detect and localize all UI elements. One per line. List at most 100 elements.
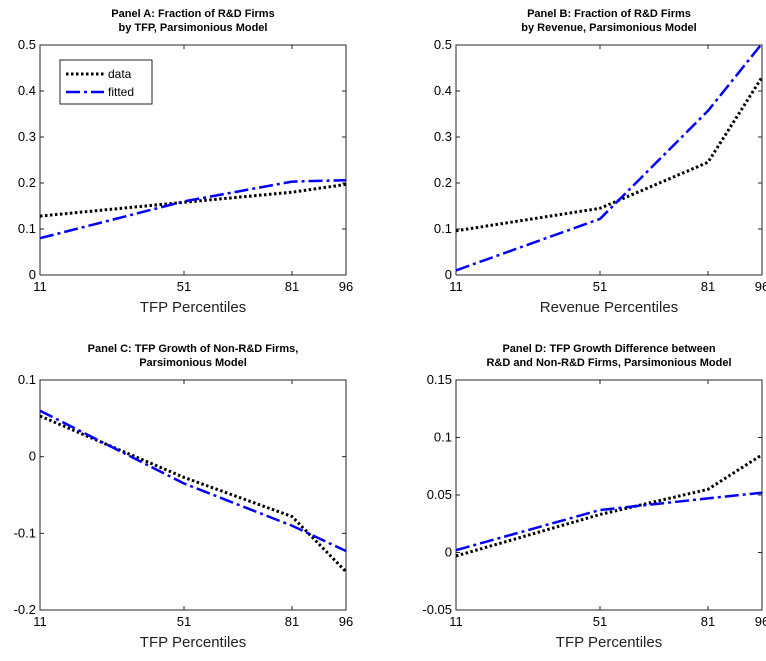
panel-title-line: Panel A: Fraction of R&D Firms bbox=[111, 8, 274, 20]
data-point-data bbox=[762, 454, 763, 455]
y-tick-label: 0.3 bbox=[18, 129, 36, 144]
data-point-fitted bbox=[762, 492, 763, 493]
y-tick-label: 0.15 bbox=[427, 372, 452, 387]
x-tick-label: 51 bbox=[177, 279, 191, 294]
x-tick-label: 51 bbox=[177, 614, 191, 629]
panel-title-line: Parsimonious Model bbox=[139, 357, 247, 369]
data-point-data bbox=[184, 477, 185, 478]
data-point-data bbox=[292, 192, 293, 193]
x-axis-label: TFP Percentiles bbox=[140, 634, 246, 651]
series-line-fitted bbox=[455, 42, 763, 272]
panel-title-line: by TFP, Parsimonious Model bbox=[119, 22, 268, 34]
x-tick-label: 11 bbox=[33, 279, 47, 294]
x-axis-label: TFP Percentiles bbox=[556, 634, 662, 651]
data-point-fitted bbox=[184, 483, 185, 484]
data-point-data bbox=[456, 555, 457, 556]
data-point-fitted bbox=[456, 270, 457, 271]
data-point-fitted bbox=[184, 201, 185, 202]
x-tick-label: 96 bbox=[339, 279, 353, 294]
x-tick-label: 96 bbox=[755, 614, 766, 629]
data-point-data bbox=[600, 208, 601, 209]
data-point-fitted bbox=[292, 181, 293, 182]
y-tick-label: 0.05 bbox=[427, 487, 452, 502]
panel-title-line: Panel B: Fraction of R&D Firms bbox=[527, 8, 691, 20]
data-point-fitted bbox=[762, 43, 763, 44]
data-point-fitted bbox=[600, 509, 601, 510]
x-axis-label: Revenue Percentiles bbox=[540, 299, 678, 316]
axes-box bbox=[455, 379, 763, 611]
x-tick-label: 81 bbox=[285, 279, 299, 294]
data-point-fitted bbox=[40, 410, 41, 411]
panel-title-line: Panel C: TFP Growth of Non-R&D Firms, bbox=[88, 343, 299, 355]
panel-a: Panel A: Fraction of R&D Firms by TFP, Pa… bbox=[18, 8, 353, 316]
x-axis-label: TFP Percentiles bbox=[140, 299, 246, 316]
series-line-fitted bbox=[39, 409, 347, 553]
series-line-fitted bbox=[455, 491, 763, 552]
axes-box bbox=[39, 44, 347, 276]
y-tick-label: -0.1 bbox=[14, 525, 36, 540]
data-point-fitted bbox=[346, 180, 347, 181]
x-tick-label: 11 bbox=[33, 614, 47, 629]
y-tick-label: 0.4 bbox=[18, 83, 36, 98]
panel-title-line: Panel D: TFP Growth Difference between bbox=[502, 343, 715, 355]
series-line-data bbox=[455, 453, 763, 558]
x-tick-label: 51 bbox=[593, 279, 607, 294]
data-point-data bbox=[708, 162, 709, 163]
x-tick-label: 81 bbox=[701, 279, 715, 294]
x-tick-label: 81 bbox=[701, 614, 715, 629]
legend-box bbox=[59, 59, 153, 105]
data-point-fitted bbox=[346, 550, 347, 551]
data-point-data bbox=[184, 202, 185, 203]
data-point-data bbox=[40, 216, 41, 217]
panel-c: Panel C: TFP Growth of Non-R&D Firms, Par… bbox=[14, 343, 354, 651]
panel-b: Panel B: Fraction of R&D Firms by Revenue… bbox=[434, 8, 766, 316]
y-tick-label: 0 bbox=[29, 449, 36, 464]
axes-box bbox=[39, 379, 347, 611]
legend-label-data: data bbox=[108, 67, 132, 81]
y-tick-label: 0.2 bbox=[18, 175, 36, 190]
data-point-data bbox=[456, 230, 457, 231]
y-tick-label: 0.1 bbox=[18, 221, 36, 236]
series-line-data bbox=[39, 182, 347, 218]
panel-d: Panel D: TFP Growth Difference between R&… bbox=[422, 343, 766, 651]
axes-box bbox=[455, 44, 763, 276]
y-tick-label: 0.5 bbox=[434, 37, 452, 52]
x-tick-label: 81 bbox=[285, 614, 299, 629]
x-tick-label: 51 bbox=[593, 614, 607, 629]
y-tick-label: 0.5 bbox=[18, 37, 36, 52]
y-tick-label: -0.05 bbox=[422, 602, 452, 617]
series-line-data bbox=[39, 414, 348, 573]
data-point-fitted bbox=[600, 218, 601, 219]
y-tick-label: 0 bbox=[445, 267, 452, 282]
x-tick-label: 96 bbox=[339, 614, 353, 629]
data-point-fitted bbox=[456, 550, 457, 551]
data-point-data bbox=[762, 77, 763, 78]
y-tick-label: 0 bbox=[29, 267, 36, 282]
series-line-fitted bbox=[39, 178, 347, 240]
data-point-data bbox=[292, 516, 293, 517]
data-point-data bbox=[40, 416, 41, 417]
legend: data fitted bbox=[59, 59, 153, 105]
y-tick-label: 0.1 bbox=[18, 372, 36, 387]
y-tick-label: 0.1 bbox=[434, 221, 452, 236]
y-tick-label: 0.2 bbox=[434, 175, 452, 190]
data-point-fitted bbox=[292, 525, 293, 526]
y-tick-label: 0.4 bbox=[434, 83, 452, 98]
y-tick-label: 0.1 bbox=[434, 430, 452, 445]
y-tick-label: -0.2 bbox=[14, 602, 36, 617]
x-tick-label: 11 bbox=[449, 614, 463, 629]
data-point-fitted bbox=[708, 110, 709, 111]
y-tick-label: 0 bbox=[445, 545, 452, 560]
panel-title-line: by Revenue, Parsimonious Model bbox=[521, 22, 696, 34]
data-point-fitted bbox=[708, 498, 709, 499]
x-tick-label: 96 bbox=[755, 279, 766, 294]
data-point-data bbox=[346, 184, 347, 185]
data-point-data bbox=[600, 514, 601, 515]
data-point-data bbox=[346, 571, 347, 572]
panel-title-line: R&D and Non-R&D Firms, Parsimonious Mode… bbox=[486, 357, 731, 369]
data-point-fitted bbox=[40, 238, 41, 239]
y-tick-label: 0.3 bbox=[434, 129, 452, 144]
legend-label-fitted: fitted bbox=[108, 85, 134, 99]
x-tick-label: 11 bbox=[449, 279, 463, 294]
